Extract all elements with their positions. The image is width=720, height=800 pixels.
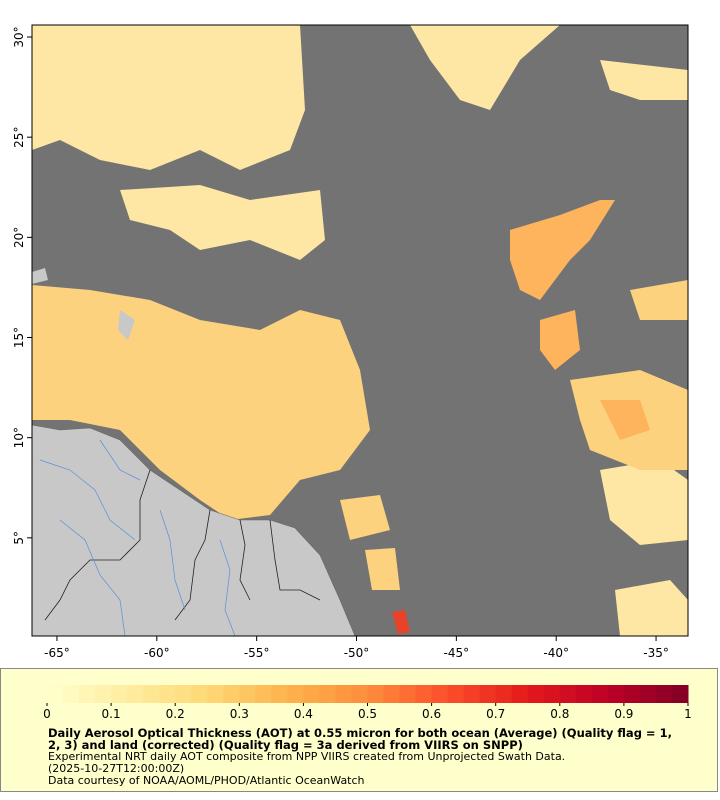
map-image — [32, 25, 688, 636]
y-tick-label: 25° — [12, 127, 26, 148]
colorbar-swatch — [431, 685, 449, 703]
colorbar-tick-label: 0.2 — [166, 707, 185, 721]
colorbar-tick-label: 0.7 — [486, 707, 505, 721]
x-tick-label: -65° — [44, 646, 70, 660]
colorbar-swatch — [287, 685, 304, 703]
colorbar-tick-label: 0 — [43, 707, 51, 721]
colorbar-swatch — [271, 685, 288, 703]
colorbar-swatch — [623, 685, 641, 703]
colorbar-swatch — [639, 685, 657, 703]
y-tick-label: 30° — [12, 26, 26, 47]
colorbar-swatch — [255, 685, 272, 703]
colorbar-swatch — [95, 685, 112, 703]
colorbar-swatch — [223, 685, 240, 703]
colorbar-swatch — [591, 685, 609, 703]
colorbar-swatch — [671, 685, 689, 703]
colorbar-swatch — [191, 685, 208, 703]
colorbar-tick-label: 0.9 — [614, 707, 633, 721]
colorbar-swatch — [111, 685, 128, 703]
borders — [44, 469, 321, 621]
colorbar-swatch — [79, 685, 96, 703]
colorbar-swatch — [351, 685, 368, 703]
x-tick-label: -40° — [543, 646, 569, 660]
colorbar-swatch — [527, 685, 545, 703]
x-tick-label: -45° — [444, 646, 470, 660]
colorbar-swatch — [383, 685, 401, 703]
caption: Daily Aerosol Optical Thickness (AOT) at… — [48, 727, 688, 787]
aerosol-low — [32, 25, 688, 636]
colorbar-swatch — [479, 685, 497, 703]
colorbar-tick-label: 0.5 — [358, 707, 377, 721]
caption-title: Daily Aerosol Optical Thickness (AOT) at… — [48, 726, 672, 752]
caption-line: Experimental NRT daily AOT composite fro… — [48, 750, 566, 763]
colorbar-tick-label: 0.1 — [102, 707, 121, 721]
y-tick-label: 10° — [12, 427, 26, 448]
x-tick-label: -50° — [344, 646, 370, 660]
colorbar-tick-label: 0.3 — [230, 707, 249, 721]
y-tick-label: 5° — [12, 531, 26, 545]
colorbar-swatch — [575, 685, 593, 703]
rivers — [39, 439, 236, 636]
x-tick-label: -60° — [144, 646, 170, 660]
aerosol-high — [510, 200, 650, 440]
colorbar-swatch — [415, 685, 433, 703]
land — [32, 268, 135, 340]
x-tick-label: -55° — [244, 646, 270, 660]
colorbar-swatch — [495, 685, 513, 703]
colorbar-swatch — [319, 685, 336, 703]
colorbar-swatch — [543, 685, 561, 703]
colorbar-swatch — [47, 685, 64, 703]
caption-line: (2025-10-27T12:00:00Z) — [48, 762, 185, 775]
colorbar-swatch — [207, 685, 224, 703]
colorbar-swatch — [607, 685, 625, 703]
colorbar-swatch — [655, 685, 673, 703]
colorbar-tick-label: 0.4 — [294, 707, 313, 721]
colorbar-swatch — [559, 685, 577, 703]
colorbar-swatch — [159, 685, 176, 703]
x-tick-label: -35° — [643, 646, 669, 660]
colorbar-swatch — [399, 685, 417, 703]
colorbar-tick-label: 0.6 — [422, 707, 441, 721]
y-tick-label: 20° — [12, 227, 26, 248]
colorbar-tick-label: 0.8 — [550, 707, 569, 721]
colorbar-swatch — [143, 685, 160, 703]
colorbar-swatch — [127, 685, 144, 703]
colorbar-swatch — [303, 685, 320, 703]
colorbar-swatch — [63, 685, 80, 703]
y-tick-label: 15° — [12, 327, 26, 348]
colorbar-swatch — [367, 685, 385, 703]
colorbar-swatch — [175, 685, 192, 703]
colorbar-swatch — [335, 685, 352, 703]
colorbar-swatch — [511, 685, 529, 703]
colorbar-swatch — [463, 685, 481, 703]
axes: -65° -60° -55° -50° -45° -40° -35° 5° 10° 15° 20° 2… — [12, 26, 669, 660]
colorbar-swatch — [239, 685, 256, 703]
colorbar-swatch — [447, 685, 465, 703]
colorbar-tick-label: 1 — [684, 707, 692, 721]
map-frame — [31, 24, 689, 637]
aerosol-peak — [392, 610, 410, 634]
caption-line: Data courtesy of NOAA/AOML/PHOD/Atlantic… — [48, 774, 365, 787]
colorbar: 0 0.1 0.2 0.3 0.4 0.5 0.6 0.7 0.8 0.9 1 — [43, 685, 692, 721]
